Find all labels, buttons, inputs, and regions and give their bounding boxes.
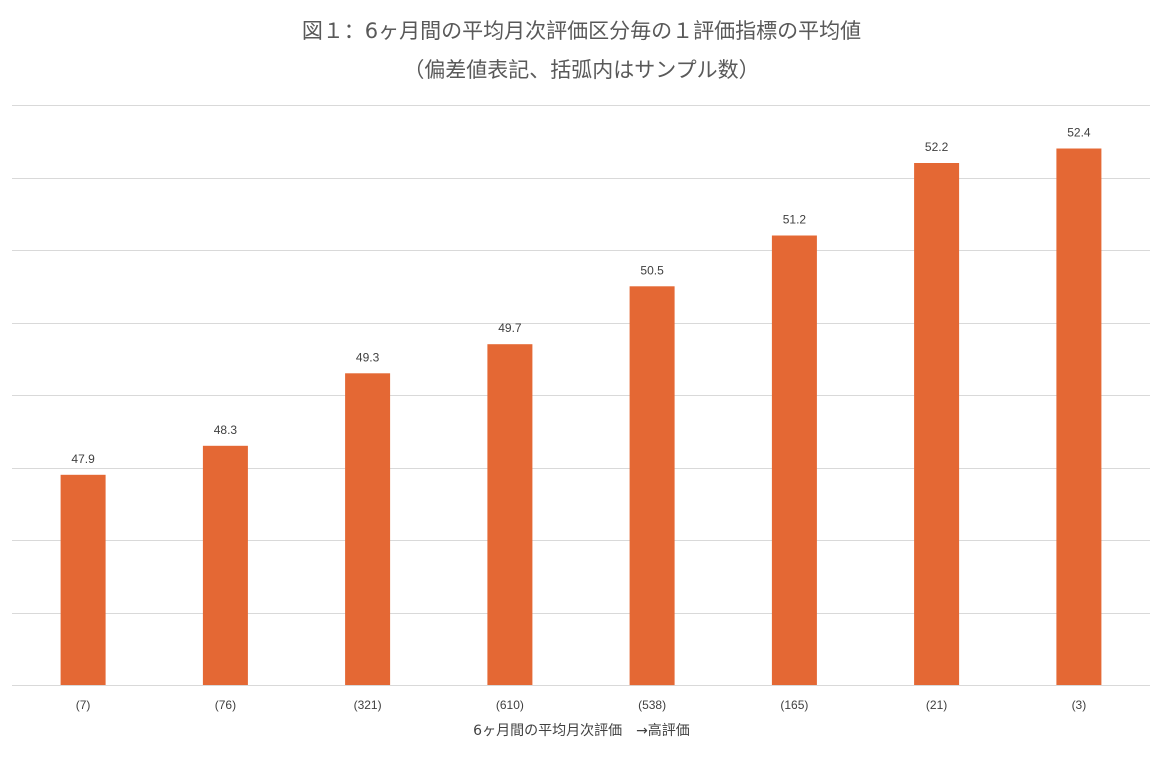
x-axis-title: 6ヶ月間の平均月次評価 →高評価 [473,723,690,739]
bar [202,445,248,685]
category-label: (21) [926,698,947,712]
category-label: (321) [354,698,382,712]
data-label: 47.9 [71,452,95,466]
data-label: 49.3 [356,350,380,364]
category-label: (165) [780,698,808,712]
bar [60,474,106,685]
data-label: 52.4 [1067,126,1091,140]
category-label: (3) [1072,698,1087,712]
data-label: 49.7 [498,321,522,335]
category-label: (538) [638,698,666,712]
gridlines [12,105,1150,686]
bar [629,286,675,686]
bar [1056,148,1102,685]
data-label: 52.2 [925,140,949,154]
bar [914,163,960,685]
bar [771,235,817,685]
data-label: 48.3 [214,423,238,437]
chart-subtitle: （偏差値表記、括弧内はサンプル数） [403,58,760,82]
bar [345,373,391,685]
bars [60,148,1102,686]
data-label: 50.5 [640,263,664,277]
chart-title: 図１：6ヶ月間の平均月次評価区分毎の１評価指標の平均値 [301,19,862,43]
value-labels: 47.9 48.3 49.3 49.7 50.5 51.2 52.2 52.4 [71,126,1090,466]
category-label: (7) [76,698,91,712]
category-label: (610) [496,698,524,712]
data-label: 51.2 [783,213,807,227]
category-label: (76) [215,698,236,712]
category-labels: (7) (76) (321) (610) (538) (165) (21) (3) [76,698,1086,712]
bar [487,344,533,685]
